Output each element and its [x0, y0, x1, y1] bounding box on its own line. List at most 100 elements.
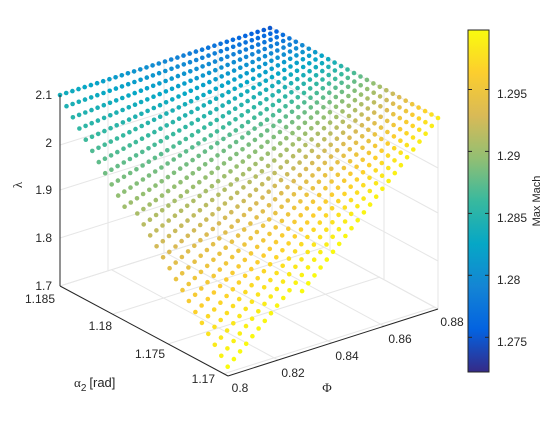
data-point — [173, 260, 178, 265]
data-point — [70, 88, 75, 94]
data-point — [102, 156, 108, 161]
data-point — [262, 46, 268, 52]
data-point — [197, 193, 202, 199]
data-point — [250, 59, 255, 65]
data-point — [245, 89, 250, 94]
data-point — [278, 152, 283, 158]
data-point — [182, 102, 188, 107]
data-point — [224, 39, 230, 45]
data-point — [404, 119, 409, 125]
data-point — [135, 211, 140, 216]
data-point — [279, 233, 285, 238]
data-point — [204, 263, 210, 269]
data-point — [289, 90, 294, 95]
data-point — [255, 292, 261, 297]
data-point — [302, 100, 307, 105]
data-point — [281, 59, 287, 65]
data-point — [272, 183, 278, 189]
data-point — [268, 37, 273, 43]
data-point — [176, 94, 181, 99]
data-point — [385, 141, 391, 146]
data-point — [330, 249, 336, 255]
data-point — [237, 42, 242, 47]
data-point — [217, 251, 222, 257]
x-tick-label: 0.88 — [440, 315, 464, 329]
data-point — [281, 45, 286, 50]
data-point — [315, 142, 321, 148]
data-point — [253, 201, 259, 206]
data-point — [166, 203, 171, 208]
data-point — [276, 98, 282, 104]
colorbar-ticks — [468, 89, 489, 338]
data-point — [225, 62, 230, 68]
data-point — [133, 139, 139, 145]
data-point — [147, 202, 152, 207]
data-point — [243, 289, 248, 295]
data-point — [241, 198, 246, 204]
data-point — [358, 92, 364, 97]
data-point — [253, 161, 258, 167]
data-point — [263, 69, 268, 75]
data-point — [183, 149, 189, 154]
data-point — [182, 81, 187, 86]
data-point — [257, 82, 262, 87]
data-point — [138, 77, 143, 83]
data-point — [321, 115, 327, 120]
data-point — [286, 226, 291, 231]
data-point — [295, 85, 300, 91]
data-point — [391, 111, 396, 117]
data-point — [152, 169, 158, 174]
data-point — [384, 88, 389, 93]
data-point — [336, 198, 341, 204]
data-point — [359, 122, 365, 128]
data-point — [235, 233, 241, 238]
data-point — [192, 275, 198, 281]
data-point — [308, 95, 313, 100]
data-point — [249, 316, 255, 322]
data-point — [306, 281, 311, 286]
data-point — [163, 100, 169, 105]
data-point — [195, 95, 200, 101]
data-point — [277, 118, 282, 124]
data-point — [319, 53, 325, 58]
data-point — [189, 109, 194, 115]
data-point — [95, 92, 100, 98]
data-point — [333, 85, 338, 91]
data-point — [299, 272, 305, 278]
y-tick-label: 1.185 — [25, 292, 55, 306]
data-point — [335, 160, 340, 165]
data-point — [379, 136, 384, 142]
data-point — [267, 262, 273, 267]
data-point — [354, 190, 360, 195]
data-point — [345, 84, 351, 90]
data-point — [263, 87, 269, 93]
data-point — [298, 227, 304, 232]
data-point — [166, 218, 171, 223]
data-point — [96, 159, 102, 165]
data-point — [192, 259, 197, 265]
data-point — [423, 119, 428, 125]
data-point — [249, 31, 254, 37]
data-point — [247, 166, 252, 172]
data-point — [220, 125, 226, 130]
data-point — [284, 135, 289, 141]
data-point — [215, 178, 221, 184]
data-point — [311, 257, 317, 263]
data-point — [410, 123, 416, 129]
data-point — [392, 170, 398, 176]
data-point — [158, 138, 164, 144]
data-point — [235, 204, 240, 209]
data-point — [219, 83, 225, 88]
data-point — [271, 123, 276, 129]
data-point — [207, 99, 213, 105]
data-point — [310, 199, 316, 204]
data-point — [314, 100, 320, 105]
data-point — [95, 105, 100, 110]
data-point — [151, 105, 157, 111]
x-tick-label: 0.82 — [281, 366, 305, 380]
data-point — [365, 106, 371, 111]
data-point — [218, 317, 223, 323]
data-point — [120, 120, 126, 125]
data-point — [201, 114, 207, 119]
data-point — [126, 105, 132, 110]
